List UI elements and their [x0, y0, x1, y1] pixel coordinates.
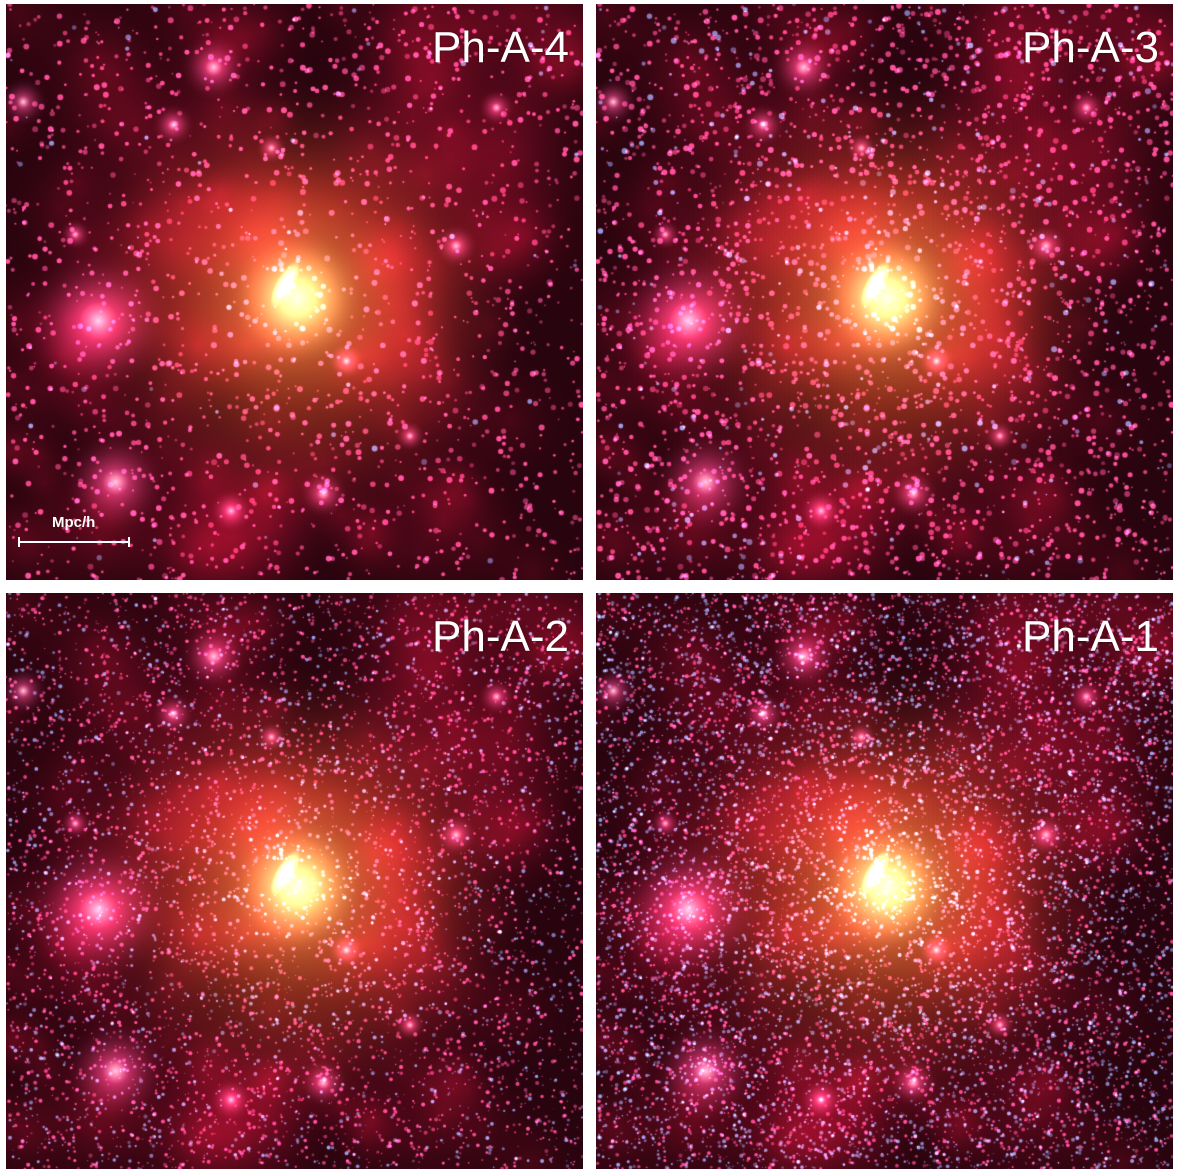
simulation-image: [6, 593, 583, 1169]
simulation-image: [6, 4, 583, 580]
panel-ph-a-2: Ph-A-2: [6, 593, 583, 1169]
panel-label: Ph-A-4: [432, 23, 569, 72]
panel-ph-a-1: Ph-A-1: [596, 593, 1173, 1169]
panel-ph-a-4: Ph-A-4 Mpc/h: [6, 4, 583, 580]
scale-bar-label: Mpc/h: [52, 514, 96, 531]
scale-bar-line: [18, 537, 130, 547]
panel-label: Ph-A-1: [1022, 612, 1159, 661]
simulation-image: [596, 593, 1173, 1169]
panel-label: Ph-A-3: [1022, 23, 1159, 72]
panel-ph-a-3: Ph-A-3: [596, 4, 1173, 580]
simulation-image: [596, 4, 1173, 580]
scale-bar: Mpc/h: [18, 514, 132, 550]
panel-label: Ph-A-2: [432, 612, 569, 661]
